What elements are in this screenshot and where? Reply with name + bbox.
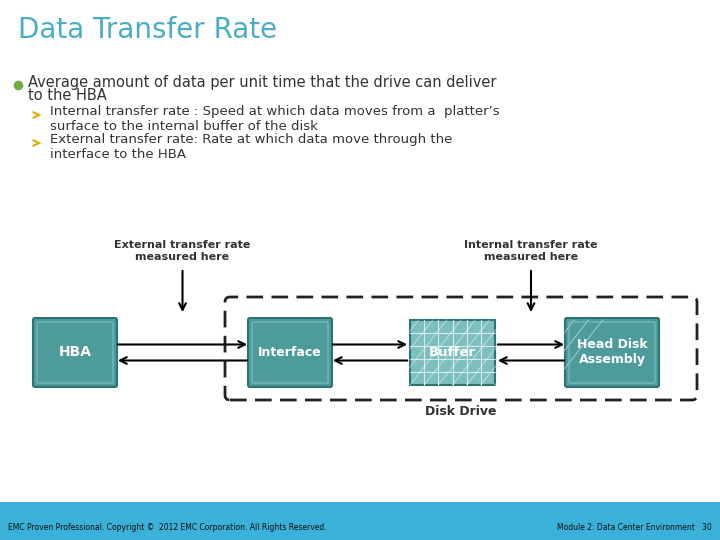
Text: External transfer rate
measured here: External transfer rate measured here (114, 240, 251, 262)
Text: HBA: HBA (58, 346, 91, 360)
Text: Data Transfer Rate: Data Transfer Rate (18, 16, 277, 44)
FancyBboxPatch shape (33, 318, 117, 387)
Text: Module 2: Data Center Environment   30: Module 2: Data Center Environment 30 (557, 523, 712, 531)
Text: Internal transfer rate
measured here: Internal transfer rate measured here (464, 240, 598, 262)
Text: surface to the internal buffer of the disk: surface to the internal buffer of the di… (50, 119, 318, 132)
FancyBboxPatch shape (248, 318, 332, 387)
Text: Internal transfer rate : Speed at which data moves from a  platter’s: Internal transfer rate : Speed at which … (50, 105, 500, 118)
Bar (410, 320, 495, 385)
Text: Interface: Interface (258, 346, 322, 359)
FancyBboxPatch shape (565, 318, 659, 387)
Bar (410, 320, 495, 385)
Text: External transfer rate: Rate at which data move through the: External transfer rate: Rate at which da… (50, 133, 452, 146)
Text: to the HBA: to the HBA (28, 89, 107, 104)
Bar (0, 496, 720, 504)
Text: interface to the HBA: interface to the HBA (50, 147, 186, 160)
Text: Disk Drive: Disk Drive (426, 405, 497, 418)
Text: Average amount of data per unit time that the drive can deliver: Average amount of data per unit time tha… (28, 75, 497, 90)
Text: EMC Proven Professional. Copyright ©  2012 EMC Corporation. All Rights Reserved.: EMC Proven Professional. Copyright © 201… (8, 523, 327, 531)
Text: Head Disk
Assembly: Head Disk Assembly (577, 339, 647, 367)
Text: Buffer: Buffer (429, 346, 476, 359)
Bar (0, 502, 720, 540)
